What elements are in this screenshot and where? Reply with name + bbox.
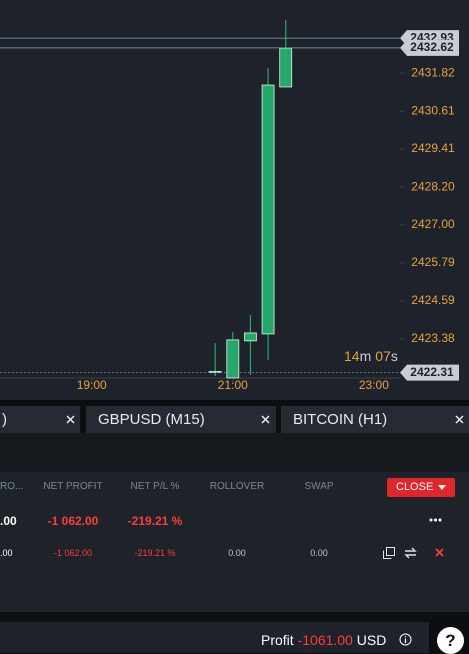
tab-close[interactable] bbox=[261, 415, 270, 424]
y-tick-label: 2427.00 bbox=[411, 217, 455, 231]
copy-icon[interactable] bbox=[383, 547, 395, 559]
cell: .00 bbox=[0, 514, 17, 528]
dropdown-arrow bbox=[438, 485, 446, 490]
candle-body bbox=[244, 332, 257, 342]
profit-label: Profit bbox=[261, 632, 294, 648]
countdown-part: m bbox=[360, 348, 372, 364]
countdown-part: s bbox=[391, 348, 398, 364]
reverse-icon[interactable] bbox=[404, 547, 417, 559]
x-tick-label: 21:00 bbox=[218, 378, 248, 392]
column-header: NET PROFIT bbox=[43, 481, 103, 492]
cell: -219.21 % bbox=[134, 548, 176, 558]
cell: 0.00 bbox=[310, 548, 328, 558]
close-label: CLOSE bbox=[396, 481, 434, 493]
price-marker-label: 2432.62 bbox=[410, 40, 454, 54]
tab-close[interactable] bbox=[455, 415, 464, 424]
price-marker-label: 2422.31 bbox=[410, 365, 454, 379]
cell: 0.00 bbox=[228, 548, 246, 558]
cell: .00 bbox=[0, 548, 13, 558]
x-tick-label: 23:00 bbox=[359, 378, 389, 392]
y-tick-label: 2428.20 bbox=[411, 179, 455, 193]
column-header: RO... bbox=[0, 481, 24, 492]
close-position[interactable] bbox=[435, 548, 444, 557]
tab-label: GBPUSD (M15) bbox=[98, 411, 205, 428]
y-tick-label: 2423.38 bbox=[411, 331, 455, 345]
info-icon[interactable] bbox=[399, 633, 412, 646]
profit-value: -1061.00 bbox=[297, 632, 353, 648]
cell: -1 062.00 bbox=[53, 548, 93, 558]
close-button[interactable]: CLOSE bbox=[387, 478, 455, 497]
chart: 2423.38 2424.59 2425.79 2427.00 2428.20 2429.… bbox=[0, 0, 469, 400]
cell: -219.21 % bbox=[127, 514, 183, 528]
column-header: NET P/L % bbox=[130, 481, 180, 492]
divider bbox=[0, 400, 469, 405]
candle-body bbox=[226, 339, 240, 379]
price-marker bbox=[400, 364, 459, 381]
y-tick-label: 2429.41 bbox=[411, 141, 455, 155]
candle-body bbox=[261, 84, 275, 335]
more-menu[interactable] bbox=[429, 518, 442, 522]
countdown-part: 14 bbox=[344, 348, 360, 364]
help-button[interactable]: ? bbox=[437, 627, 464, 654]
column-header: ROLLOVER bbox=[209, 481, 265, 492]
footer bbox=[0, 622, 429, 653]
countdown: 14m 07s bbox=[344, 348, 398, 364]
profit: Profit -1061.00 USD bbox=[261, 632, 386, 648]
tab[interactable]: BITCOIN (H1) bbox=[281, 406, 469, 433]
tab-label: BITCOIN (H1) bbox=[293, 411, 388, 428]
tab-close[interactable] bbox=[66, 415, 75, 424]
candle-body bbox=[279, 47, 293, 88]
candle-body bbox=[208, 370, 222, 374]
price-marker bbox=[400, 39, 459, 56]
y-tick-label: 2424.59 bbox=[411, 293, 455, 307]
cell: -1 062.00 bbox=[47, 514, 99, 528]
column-header: SWAP bbox=[304, 481, 334, 492]
panel-bar bbox=[0, 433, 469, 472]
profit-currency: USD bbox=[356, 632, 387, 648]
y-tick-label: 2430.61 bbox=[411, 103, 455, 117]
tab[interactable]: GBPUSD (M15) bbox=[86, 406, 276, 433]
y-tick-label: 2431.82 bbox=[411, 65, 455, 79]
y-tick-label: 2425.79 bbox=[411, 255, 455, 269]
countdown-part: 07 bbox=[375, 348, 391, 364]
x-tick-label: 19:00 bbox=[77, 378, 107, 392]
tab-label: ) bbox=[2, 411, 7, 428]
tab[interactable]: ) bbox=[0, 406, 80, 433]
